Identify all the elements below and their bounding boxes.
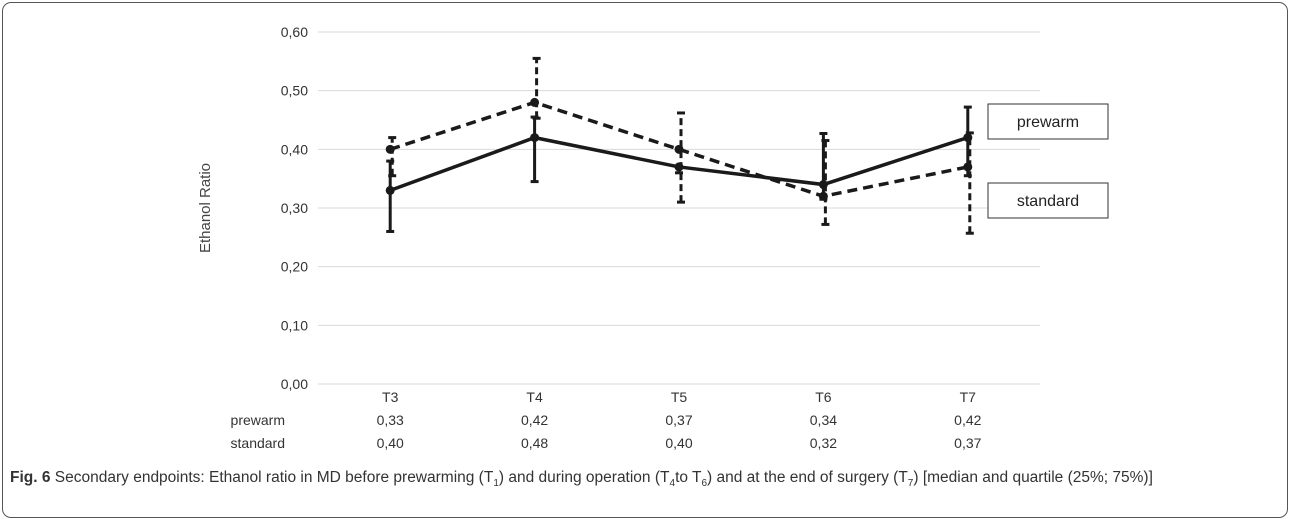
y-tick-label: 0,40 <box>281 141 308 157</box>
x-tick-label: T5 <box>671 389 688 405</box>
data-point <box>818 191 828 201</box>
table-cell: 0,37 <box>954 435 981 451</box>
table-cell: 0,37 <box>665 412 692 428</box>
data-point <box>385 185 395 195</box>
table-cell: 0,32 <box>810 435 837 451</box>
y-tick-label: 0,60 <box>281 24 308 40</box>
series-prewarm <box>385 105 973 233</box>
x-tick-label: T4 <box>526 389 543 405</box>
caption-text: ) and during operation (T <box>498 469 670 486</box>
data-point <box>530 97 540 107</box>
caption-text: to T <box>675 469 702 486</box>
legend-label: standard <box>1017 193 1079 210</box>
table-cell: 0,42 <box>521 412 548 428</box>
caption-subscript: 7 <box>907 478 914 490</box>
series-standard <box>385 56 974 235</box>
caption-text: Secondary endpoints: Ethanol ratio in MD… <box>50 469 494 486</box>
table-cell: 0,40 <box>665 435 692 451</box>
data-point <box>674 144 684 154</box>
legend-box <box>987 103 1109 140</box>
x-tick-label: T3 <box>382 389 399 405</box>
y-tick-label: 0,10 <box>281 317 308 333</box>
caption-text: ) and at the end of surgery (T <box>707 469 908 486</box>
y-tick-labels: 0,00 0,10 0,20 0,30 0,40 0,50 0,60 <box>281 24 308 392</box>
value-table: prewarm 0,33 0,42 0,37 0,34 0,42 standard 0,40 0… <box>231 412 982 451</box>
y-tick-label: 0,50 <box>281 83 308 99</box>
y-tick-label: 0,20 <box>281 259 308 275</box>
y-axis-label: Ethanol Ratio <box>197 163 214 253</box>
data-point <box>385 144 395 154</box>
table-row-label: standard <box>231 435 285 451</box>
y-tick-label: 0,00 <box>281 376 308 392</box>
table-cell: 0,34 <box>810 412 837 428</box>
y-tick-label: 0,30 <box>281 200 308 216</box>
data-point <box>530 133 540 143</box>
ethanol-ratio-chart: 0,00 0,10 0,20 0,30 0,40 0,50 0,60 Ethanol Rat… <box>197 24 1109 451</box>
x-tick-label: T7 <box>960 389 977 405</box>
series-line <box>389 100 969 199</box>
legend-box <box>987 182 1109 219</box>
x-tick-label: T6 <box>815 389 832 405</box>
caption-subscript: 1 <box>493 478 499 490</box>
caption-label: Fig. 6 <box>10 469 51 486</box>
x-tick-labels: T3 T4 T5 T6 T7 <box>382 389 976 405</box>
data-point <box>963 162 973 172</box>
caption-subscript: 6 <box>701 478 708 490</box>
grid-lines <box>318 31 1040 385</box>
table-row-label: prewarm <box>231 412 285 428</box>
legend: prewarm standard <box>987 103 1109 219</box>
caption-subscript: 4 <box>669 478 676 490</box>
legend-label: prewarm <box>1017 114 1079 131</box>
table-cell: 0,40 <box>377 435 404 451</box>
table-cell: 0,48 <box>521 435 548 451</box>
table-cell: 0,42 <box>954 412 981 428</box>
table-cell: 0,33 <box>377 412 404 428</box>
figure-caption: Fig. 6 Secondary endpoints: Ethanol rati… <box>10 466 1280 496</box>
series-group <box>385 56 974 235</box>
caption-text: ) [median and quartile (25%; 75%)] <box>913 469 1153 486</box>
